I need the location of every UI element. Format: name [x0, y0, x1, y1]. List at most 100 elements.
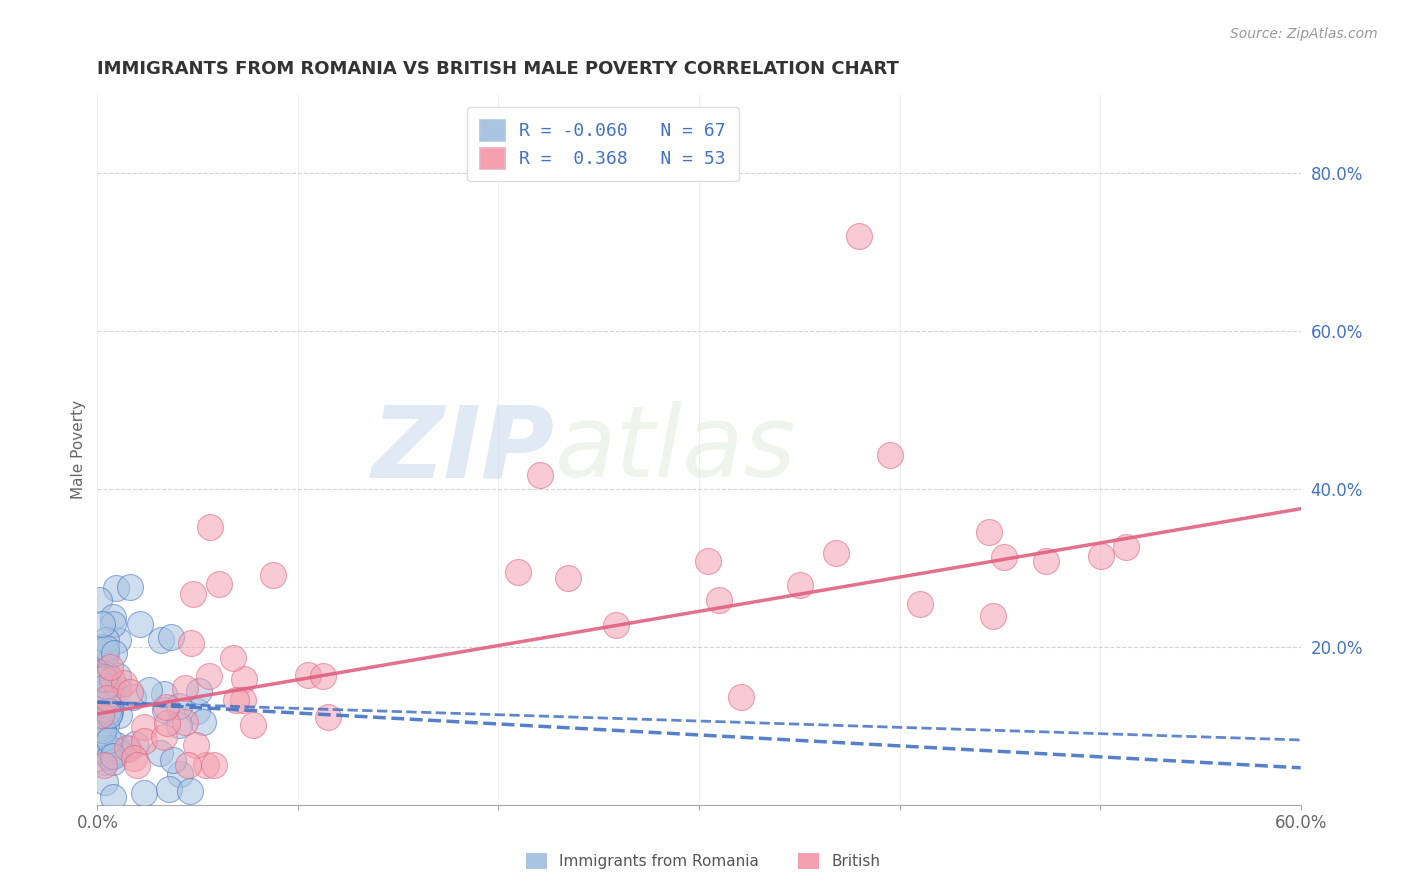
- Point: [233, 672, 256, 686]
- Point: [1035, 554, 1057, 568]
- Point: [221, 651, 243, 665]
- Point: [825, 546, 848, 560]
- Point: [101, 755, 124, 769]
- Point: [979, 525, 1001, 540]
- Point: [789, 578, 811, 592]
- Point: [91, 730, 114, 744]
- Point: [96, 691, 118, 706]
- Point: [93, 774, 115, 789]
- Point: [879, 448, 901, 462]
- Point: [153, 688, 176, 702]
- Point: [191, 714, 214, 729]
- Point: [98, 688, 121, 702]
- Point: [605, 618, 627, 632]
- Point: [96, 667, 118, 681]
- Point: [167, 698, 190, 713]
- Point: [107, 633, 129, 648]
- Point: [242, 718, 264, 732]
- Point: [129, 617, 152, 632]
- Point: [89, 593, 111, 607]
- Legend: R = -0.060   N = 67, R =  0.368   N = 53: R = -0.060 N = 67, R = 0.368 N = 53: [467, 107, 738, 181]
- Point: [97, 704, 120, 718]
- Point: [138, 682, 160, 697]
- Point: [157, 781, 180, 796]
- Point: [90, 719, 112, 733]
- Point: [96, 633, 118, 648]
- Point: [316, 709, 339, 723]
- Point: [94, 640, 117, 655]
- Point: [93, 672, 115, 686]
- Text: Source: ZipAtlas.com: Source: ZipAtlas.com: [1230, 27, 1378, 41]
- Point: [149, 746, 172, 760]
- Point: [557, 571, 579, 585]
- Point: [104, 581, 127, 595]
- Y-axis label: Male Poverty: Male Poverty: [72, 400, 86, 500]
- Point: [529, 468, 551, 483]
- Point: [188, 683, 211, 698]
- Point: [132, 720, 155, 734]
- Point: [208, 577, 231, 591]
- Point: [174, 681, 197, 695]
- Text: ZIP: ZIP: [371, 401, 554, 498]
- Point: [155, 699, 177, 714]
- Point: [114, 676, 136, 690]
- Point: [94, 657, 117, 672]
- Point: [124, 737, 146, 751]
- Point: [97, 740, 120, 755]
- Point: [101, 672, 124, 686]
- Point: [177, 758, 200, 772]
- Point: [97, 709, 120, 723]
- Point: [98, 707, 121, 722]
- Point: [262, 568, 284, 582]
- Point: [90, 707, 112, 722]
- Point: [153, 730, 176, 744]
- Point: [198, 520, 221, 534]
- Point: [103, 789, 125, 804]
- Point: [232, 692, 254, 706]
- Point: [730, 690, 752, 704]
- Point: [1090, 549, 1112, 564]
- Point: [93, 756, 115, 770]
- Point: [107, 681, 129, 696]
- Point: [98, 705, 121, 719]
- Point: [94, 709, 117, 723]
- Point: [103, 646, 125, 660]
- Point: [103, 609, 125, 624]
- Point: [101, 617, 124, 632]
- Point: [91, 686, 114, 700]
- Point: [709, 593, 731, 607]
- Point: [156, 715, 179, 730]
- Point: [908, 597, 931, 611]
- Point: [162, 753, 184, 767]
- Point: [89, 735, 111, 749]
- Point: [179, 784, 201, 798]
- Point: [169, 767, 191, 781]
- Point: [202, 758, 225, 772]
- Point: [506, 565, 529, 579]
- Point: [89, 721, 111, 735]
- Point: [118, 580, 141, 594]
- Point: [149, 632, 172, 647]
- Point: [98, 700, 121, 714]
- Point: [983, 609, 1005, 624]
- Point: [89, 640, 111, 654]
- Point: [93, 723, 115, 737]
- Point: [98, 659, 121, 673]
- Point: [120, 684, 142, 698]
- Point: [297, 668, 319, 682]
- Point: [159, 630, 181, 644]
- Point: [181, 587, 204, 601]
- Point: [93, 758, 115, 772]
- Point: [195, 758, 218, 772]
- Point: [186, 738, 208, 752]
- Point: [125, 758, 148, 772]
- Point: [186, 704, 208, 718]
- Point: [848, 229, 870, 244]
- Point: [96, 648, 118, 663]
- Point: [167, 717, 190, 731]
- Point: [90, 744, 112, 758]
- Text: atlas: atlas: [554, 401, 796, 498]
- Point: [117, 742, 139, 756]
- Point: [96, 679, 118, 693]
- Point: [108, 707, 131, 722]
